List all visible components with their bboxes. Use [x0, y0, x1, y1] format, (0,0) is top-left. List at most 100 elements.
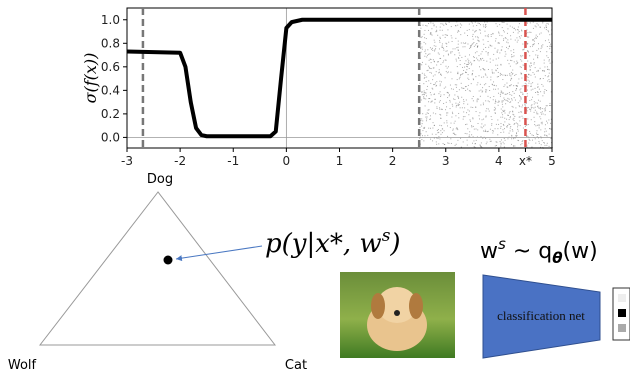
noise-dot: [503, 98, 504, 99]
noise-dot: [530, 67, 531, 68]
noise-dot: [492, 33, 493, 34]
noise-dot: [509, 133, 510, 134]
noise-dot: [424, 30, 425, 31]
noise-dot: [520, 111, 521, 112]
noise-dot: [501, 144, 502, 145]
noise-dot: [430, 102, 431, 103]
noise-dot: [475, 107, 476, 108]
noise-dot: [531, 119, 532, 120]
noise-dot: [534, 74, 535, 75]
noise-dot: [476, 51, 477, 52]
noise-dot: [522, 143, 523, 144]
noise-dot: [477, 129, 478, 130]
noise-dot: [507, 24, 508, 25]
noise-dot: [449, 22, 450, 23]
noise-dot: [495, 70, 496, 71]
noise-dot: [542, 22, 543, 23]
noise-dot: [457, 25, 458, 26]
noise-dot: [464, 43, 465, 44]
noise-dot: [463, 103, 464, 104]
noise-dot: [517, 126, 518, 127]
noise-dot: [428, 70, 429, 71]
noise-dot: [485, 83, 486, 84]
noise-dot: [545, 128, 546, 129]
noise-dot: [481, 77, 482, 78]
noise-dot: [519, 117, 520, 118]
noise-dot: [445, 37, 446, 38]
noise-dot: [527, 23, 528, 24]
noise-dot: [515, 40, 516, 41]
noise-dot: [442, 62, 443, 63]
noise-dot: [458, 44, 459, 45]
noise-dot: [506, 94, 507, 95]
noise-dot: [497, 49, 498, 50]
noise-dot: [433, 59, 434, 60]
noise-dot: [472, 74, 473, 75]
noise-dot: [496, 23, 497, 24]
noise-dot: [433, 122, 434, 123]
noise-dot: [507, 138, 508, 139]
noise-dot: [457, 32, 458, 33]
noise-dot: [447, 72, 448, 73]
noise-dot: [477, 36, 478, 37]
noise-dot: [458, 97, 459, 98]
noise-dot: [549, 69, 550, 70]
noise-dot: [472, 73, 473, 74]
noise-dot: [519, 95, 520, 96]
noise-dot: [516, 122, 517, 123]
noise-dot: [424, 98, 425, 99]
noise-dot: [431, 34, 432, 35]
noise-dot: [522, 44, 523, 45]
noise-dot: [522, 116, 523, 117]
noise-dot: [517, 135, 518, 136]
noise-dot: [515, 100, 516, 101]
formula-part: s: [382, 226, 391, 246]
noise-dot: [496, 85, 497, 86]
noise-dot: [509, 75, 510, 76]
noise-dot: [429, 60, 430, 61]
noise-dot: [421, 52, 422, 53]
noise-dot: [483, 60, 484, 61]
noise-dot: [517, 85, 518, 86]
noise-dot: [506, 47, 507, 48]
noise-dot: [456, 128, 457, 129]
noise-dot: [544, 63, 545, 64]
noise-dot: [456, 47, 457, 48]
noise-dot: [513, 145, 514, 146]
noise-dot: [530, 86, 531, 87]
noise-dot: [473, 96, 474, 97]
noise-dot: [527, 50, 528, 51]
noise-dot: [477, 84, 478, 85]
noise-dot: [495, 89, 496, 90]
noise-dot: [529, 65, 530, 66]
noise-dot: [437, 130, 438, 131]
noise-dot: [516, 133, 517, 134]
noise-dot: [420, 133, 421, 134]
noise-dot: [513, 49, 514, 50]
noise-dot: [499, 52, 500, 53]
noise-dot: [498, 93, 499, 94]
noise-dot: [528, 74, 529, 75]
noise-dot: [451, 88, 452, 89]
noise-dot: [530, 75, 531, 76]
noise-dot: [536, 130, 537, 131]
noise-dot: [450, 138, 451, 139]
noise-dot: [510, 26, 511, 27]
noise-dot: [465, 133, 466, 134]
noise-dot: [533, 59, 534, 60]
noise-dot: [486, 110, 487, 111]
noise-dot: [475, 31, 476, 32]
noise-dot: [456, 127, 457, 128]
noise-dot: [431, 94, 432, 95]
noise-dot: [510, 75, 511, 76]
noise-dot: [485, 25, 486, 26]
noise-dot: [521, 35, 522, 36]
noise-dot: [541, 84, 542, 85]
noise-dot: [425, 114, 426, 115]
x-tick-label: -1: [227, 154, 239, 168]
noise-dot: [527, 90, 528, 91]
noise-dot: [516, 61, 517, 62]
likelihood: p(y|x*, ws): [265, 226, 401, 259]
noise-dot: [548, 119, 549, 120]
noise-dot: [447, 136, 448, 137]
